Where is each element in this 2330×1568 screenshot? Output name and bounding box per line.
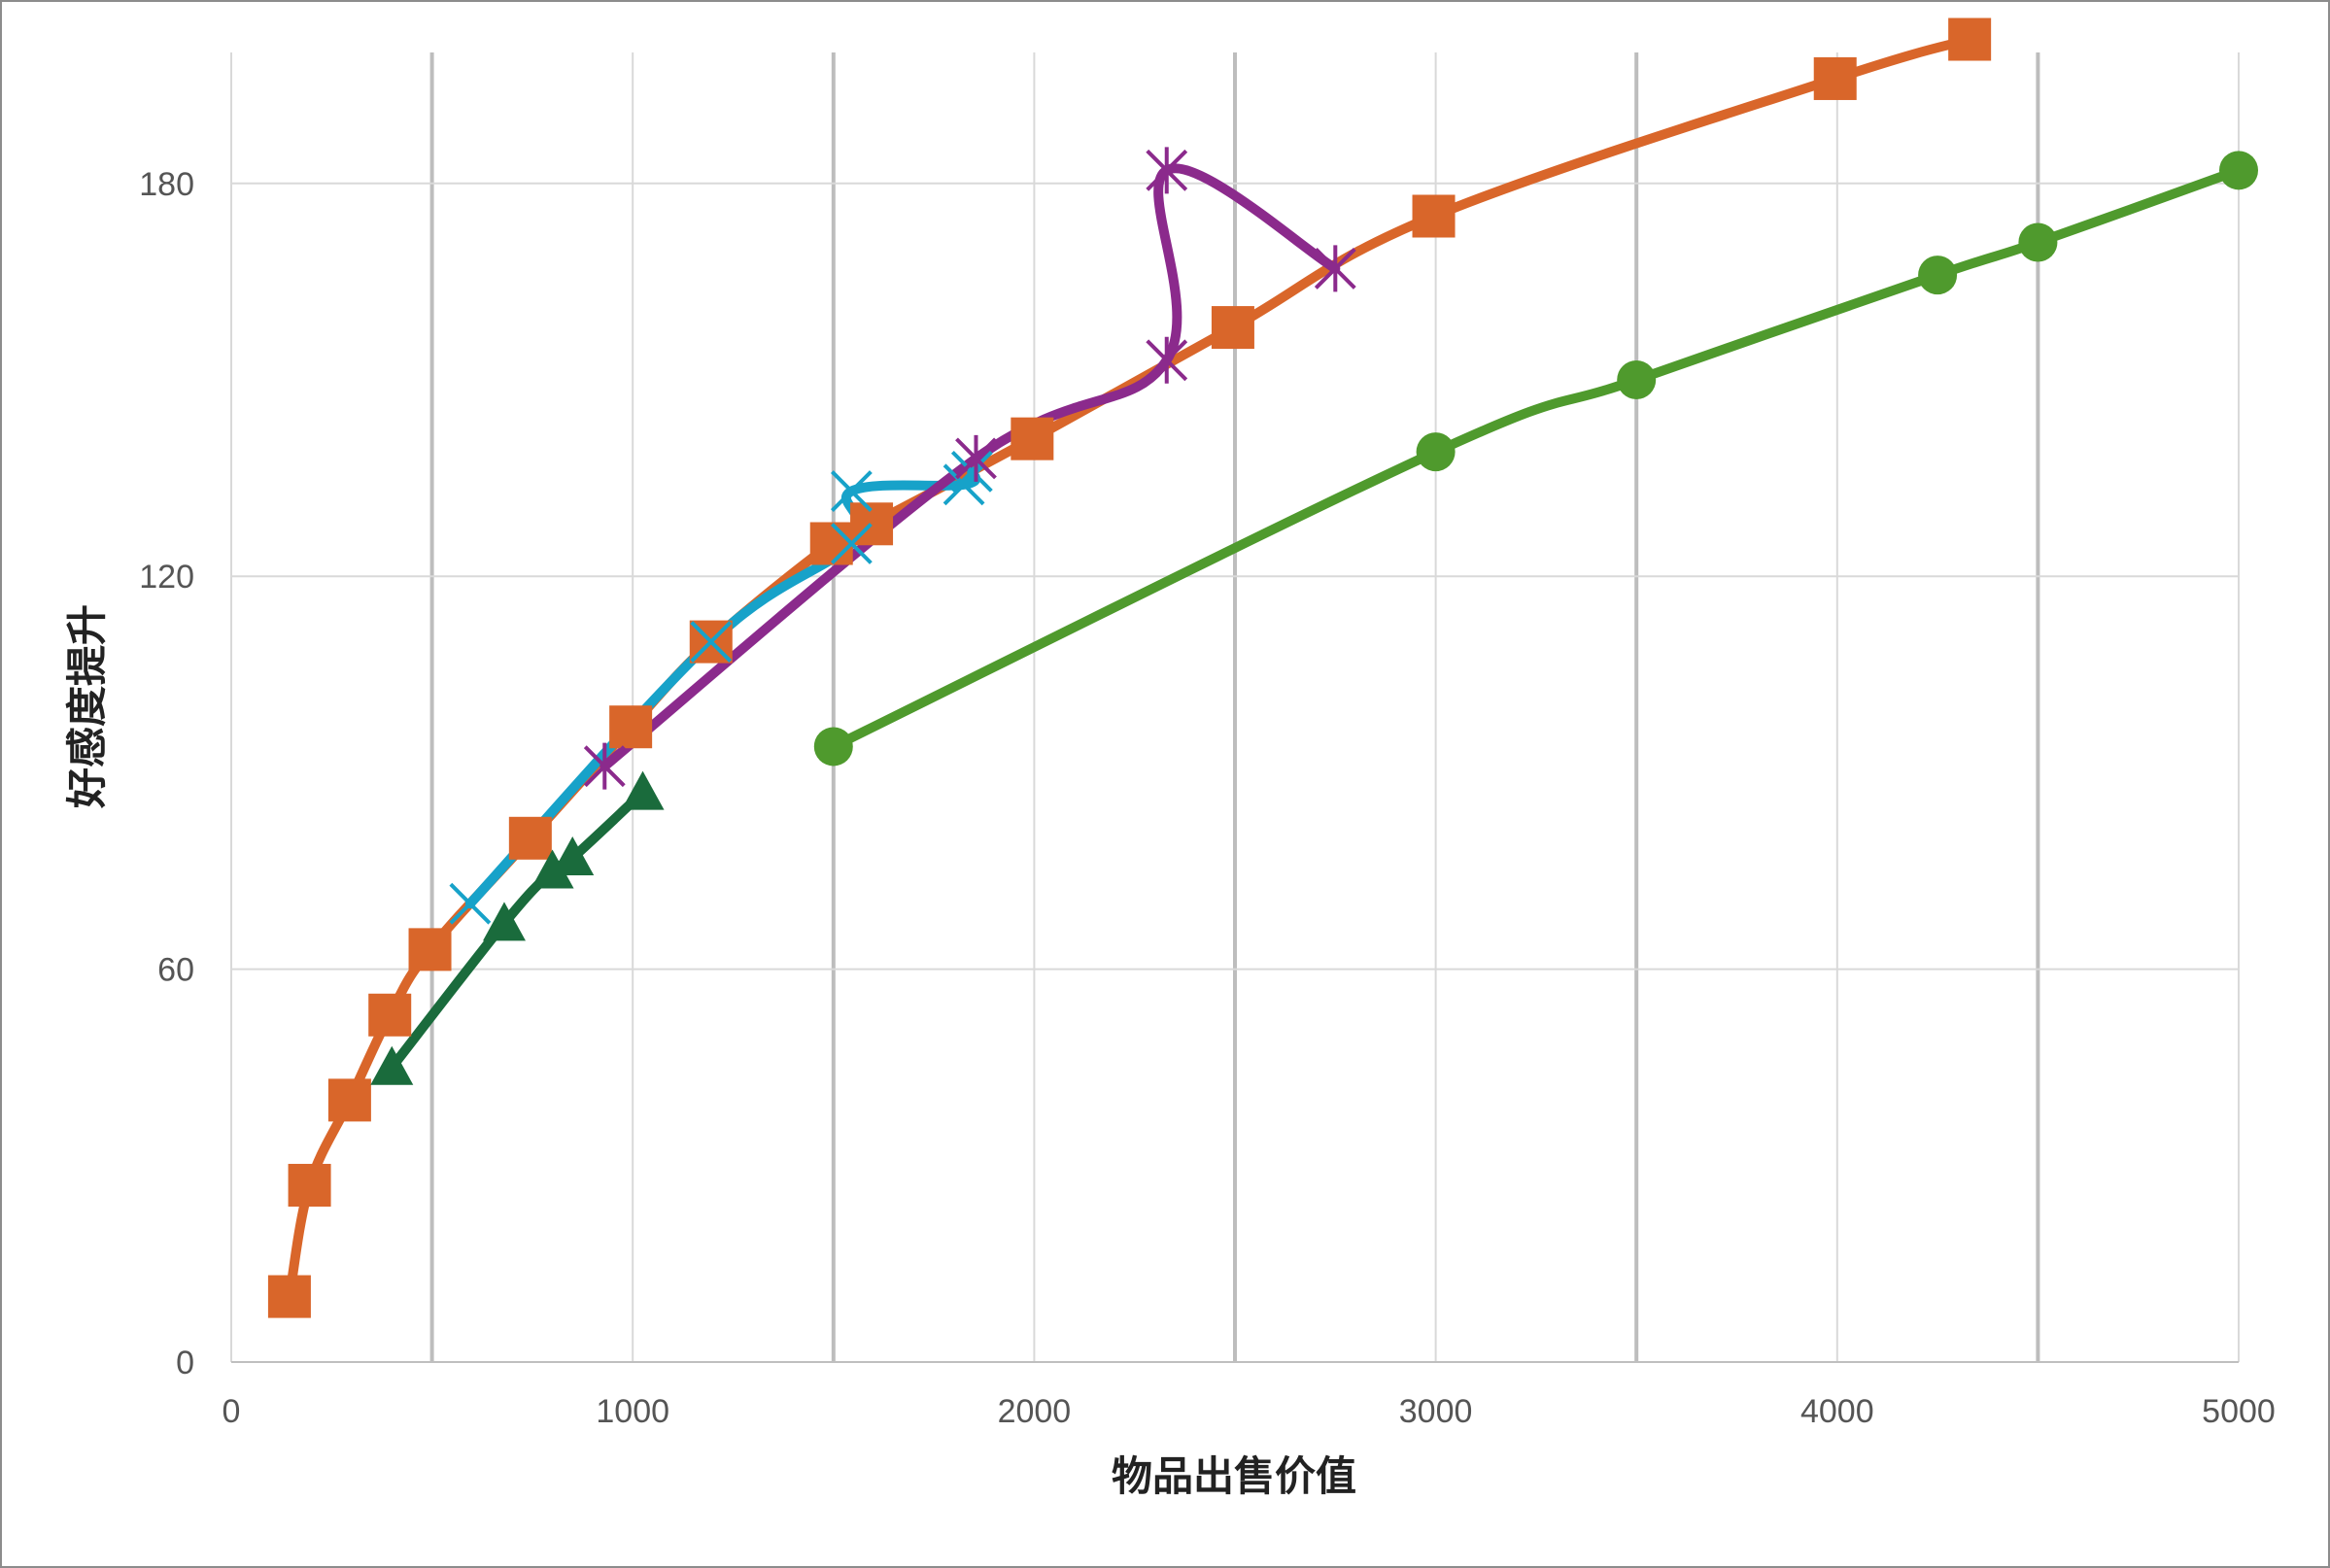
data-point [508, 816, 552, 860]
series-line [600, 163, 1341, 771]
x-tick-label: 3000 [1399, 1393, 1473, 1430]
data-point [830, 470, 873, 512]
series-layer [284, 34, 2244, 1302]
y-tick-label: 60 [157, 952, 194, 989]
data-point [531, 849, 574, 889]
data-point [449, 882, 492, 925]
gridlines [230, 52, 2240, 1362]
data-point [583, 742, 626, 790]
data-point [1011, 417, 1054, 460]
data-point [1813, 56, 1857, 100]
data-point [551, 836, 595, 876]
x-axis-title: 物品出售价值 [1112, 1452, 1356, 1500]
data-point [1918, 256, 1958, 295]
data-point [609, 705, 653, 749]
data-point [1146, 336, 1188, 384]
data-point [830, 523, 873, 564]
x-tick-label: 2000 [998, 1393, 1072, 1430]
data-point [2018, 222, 2058, 262]
data-point [1412, 194, 1456, 238]
data-point [370, 1045, 414, 1085]
data-point [267, 1275, 311, 1318]
y-axis-title: 好感度提升 [63, 604, 111, 809]
data-point [1416, 432, 1456, 472]
series-line [284, 34, 1975, 1302]
data-point [809, 522, 853, 565]
data-point [1146, 147, 1188, 194]
data-point [368, 993, 412, 1037]
data-point [408, 928, 452, 971]
data-point [950, 450, 993, 493]
x-tick-label: 4000 [1800, 1393, 1874, 1430]
data-point [690, 621, 733, 664]
x-tick-label: 5000 [2202, 1393, 2276, 1430]
data-point [621, 770, 665, 810]
x-tick-label: 0 [223, 1393, 241, 1430]
y-tick-label: 0 [176, 1345, 194, 1381]
x-tick-label: 1000 [596, 1393, 669, 1430]
data-point [1948, 17, 1992, 61]
y-tick-label: 120 [139, 559, 194, 596]
data-point [813, 727, 853, 767]
data-point [1211, 306, 1254, 350]
data-point [955, 434, 997, 482]
data-point [1617, 360, 1657, 399]
y-tick-label: 180 [139, 166, 194, 203]
markers-layer [267, 17, 2258, 1318]
data-point [1314, 245, 1356, 292]
data-point [327, 1078, 371, 1122]
tick-labels: 0 1000 2000 3000 4000 5000 0 60 120 180 [139, 166, 2276, 1430]
data-point [2219, 151, 2258, 190]
data-point [288, 1164, 331, 1208]
data-point [482, 902, 526, 941]
